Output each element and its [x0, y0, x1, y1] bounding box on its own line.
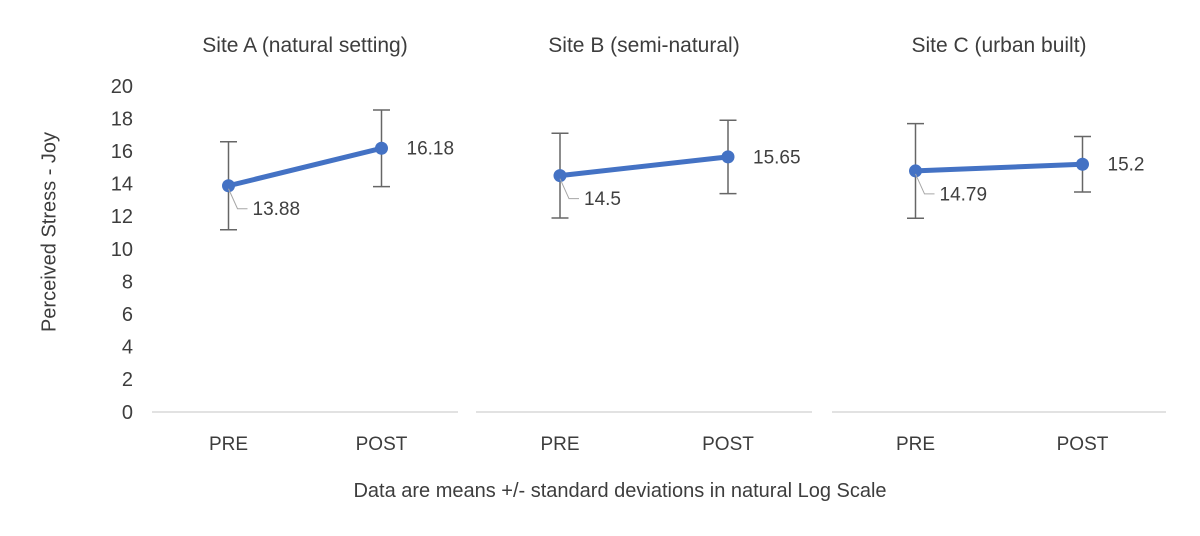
data-label: 16.18	[407, 139, 455, 160]
y-tick-label: 10	[111, 239, 133, 261]
series-line	[557, 154, 731, 179]
data-label: 13.88	[253, 199, 301, 220]
data-point-marker	[553, 169, 567, 183]
data-label: 15.2	[1108, 155, 1145, 176]
y-tick-label: 0	[122, 402, 133, 424]
category-label: POST	[702, 434, 754, 455]
data-point-marker	[1076, 157, 1089, 171]
data-label-leader-line	[915, 173, 935, 195]
data-point-marker	[721, 150, 735, 164]
chart-caption: Data are means +/- standard deviations i…	[353, 480, 887, 502]
y-tick-label: 6	[122, 304, 133, 326]
data-point-marker	[375, 141, 388, 155]
data-label-leader-line	[559, 178, 579, 200]
y-tick-label: 20	[111, 76, 133, 98]
y-tick-label: 2	[122, 369, 133, 391]
category-label: PRE	[209, 434, 248, 455]
category-label: PRE	[896, 434, 935, 455]
panel-title: Site A (natural setting)	[202, 34, 408, 57]
panel-title: Site C (urban built)	[911, 34, 1087, 57]
y-tick-label: 14	[111, 174, 133, 196]
panel-title: Site B (semi-natural)	[548, 34, 740, 57]
category-label: PRE	[540, 434, 579, 455]
y-tick-label: 4	[122, 337, 133, 359]
y-tick-label: 8	[122, 271, 133, 293]
data-point-marker	[909, 164, 922, 178]
y-tick-label: 12	[111, 206, 133, 228]
y-tick-label: 16	[111, 141, 133, 163]
data-label-leader-line	[228, 188, 248, 210]
data-label: 15.65	[753, 147, 801, 168]
series-line	[226, 145, 384, 189]
y-tick-label: 18	[111, 108, 133, 130]
category-label: POST	[1057, 434, 1109, 455]
data-point-marker	[222, 179, 235, 193]
series-line	[913, 161, 1085, 174]
data-label: 14.5	[584, 189, 621, 210]
category-label: POST	[356, 434, 408, 455]
data-label: 14.79	[940, 184, 988, 205]
